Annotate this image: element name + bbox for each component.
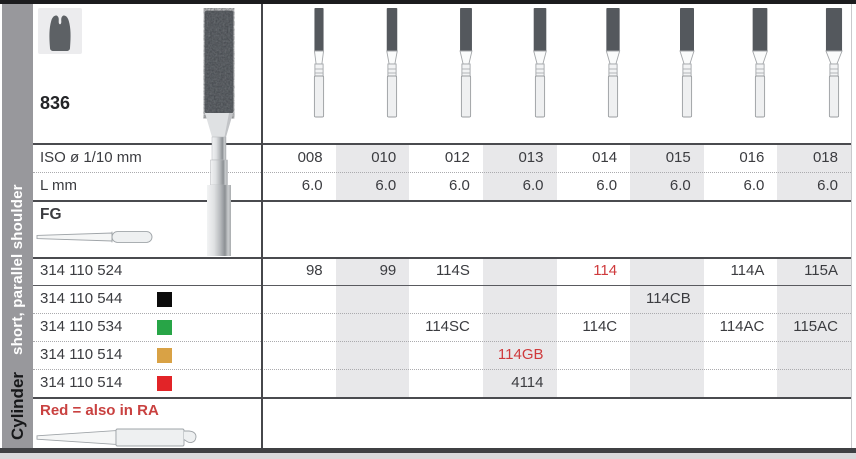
iso-size-cell: 013 [518, 149, 544, 166]
category-subtitle: short, parallel shoulder [9, 184, 26, 355]
product-code: 836 [40, 93, 71, 113]
divider-line [33, 172, 851, 173]
divider-line [33, 341, 851, 342]
top-border [0, 0, 856, 4]
catalog-number-cell: 114AC [719, 318, 765, 335]
bur-size-image [603, 6, 623, 118]
length-value-cell: 6.0 [301, 177, 323, 194]
column-divider-line [261, 4, 263, 448]
category-sidebar [2, 4, 33, 448]
bur-size-image [382, 6, 402, 118]
iso-row-label: ISO ø 1/10 mm [40, 149, 142, 166]
order-number: 314 110 524 [40, 262, 123, 279]
catalog-number-cell: 114S [435, 262, 470, 279]
catalog-number-cell: 114GB [497, 346, 544, 363]
column-band [335, 257, 410, 397]
catalog-number-cell: 115AC [793, 318, 838, 335]
ra-availability-note: Red = also in RA [40, 402, 159, 419]
length-row-label: L mm [40, 177, 77, 194]
length-value-cell: 6.0 [375, 177, 397, 194]
bur-size-image [824, 6, 844, 118]
bur-size-image [309, 6, 329, 118]
grit-color-swatch [157, 319, 172, 335]
table-right-border [851, 4, 852, 448]
catalog-number-cell: 114A [730, 262, 765, 279]
bur-shape-icon [38, 8, 82, 54]
column-band [482, 143, 557, 200]
length-value-cell: 6.0 [743, 177, 765, 194]
bur-size-image [750, 6, 770, 118]
length-value-cell: 6.0 [596, 177, 618, 194]
category-label: Cylinder [7, 371, 27, 440]
catalog-number-cell: 4114 [511, 374, 544, 391]
grit-color-swatch [157, 375, 172, 391]
fg-bur-outline-icon [36, 227, 154, 247]
iso-size-cell: 012 [444, 149, 470, 166]
column-band [630, 143, 704, 200]
order-number: 314 110 514 [40, 346, 123, 363]
order-number: 314 110 534 [40, 318, 123, 335]
iso-size-cell: 010 [371, 149, 397, 166]
divider-line [33, 257, 851, 259]
divider-line [33, 397, 851, 399]
order-number: 314 110 514 [40, 374, 123, 391]
column-band [335, 143, 410, 200]
order-number: 314 110 544 [40, 290, 123, 307]
sidebar-vertical-text: Cylinder short, parallel shoulder [2, 4, 33, 448]
catalog-number-cell: 115A [804, 262, 838, 279]
column-band [630, 257, 704, 397]
iso-size-cell: 018 [812, 149, 838, 166]
bottom-border [0, 448, 856, 453]
grit-color-swatch [157, 291, 172, 307]
iso-size-cell: 015 [665, 149, 691, 166]
bottom-border-shadow [0, 453, 856, 459]
length-value-cell: 6.0 [669, 177, 691, 194]
divider-line [33, 285, 851, 286]
bur-size-image [456, 6, 476, 118]
catalog-number-cell: 114 [593, 262, 618, 279]
catalog-number-cell: 114C [582, 318, 618, 335]
length-value-cell: 6.0 [449, 177, 470, 194]
iso-size-cell: 014 [592, 149, 618, 166]
column-band [777, 143, 851, 200]
divider-line [33, 369, 851, 370]
length-value-cell: 6.0 [522, 177, 544, 194]
length-value-cell: 6.0 [817, 177, 838, 194]
bur-size-image [530, 6, 550, 118]
column-band [482, 257, 557, 397]
shank-type-label: FG [40, 206, 62, 223]
product-photo-bur [196, 8, 242, 256]
catalog-number-cell: 98 [305, 262, 323, 279]
iso-size-cell: 016 [739, 149, 765, 166]
bur-size-image [677, 6, 697, 118]
catalog-number-cell: 99 [379, 262, 397, 279]
iso-size-cell: 008 [297, 149, 323, 166]
divider-line [33, 313, 851, 314]
catalog-number-cell: 114CB [645, 290, 691, 307]
grit-color-swatch [157, 347, 172, 363]
column-band [777, 257, 851, 397]
ra-bur-outline-icon [36, 427, 198, 448]
divider-line [33, 143, 851, 145]
divider-line [33, 200, 851, 202]
catalog-number-cell: 114SC [425, 318, 470, 335]
